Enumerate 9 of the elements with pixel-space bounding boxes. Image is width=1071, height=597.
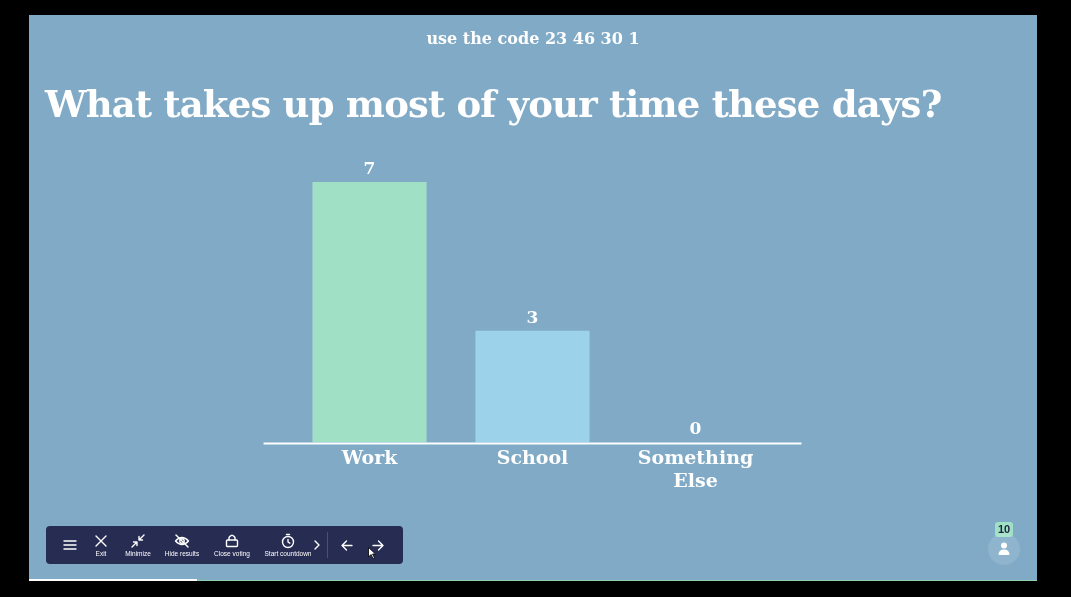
data-label: 7 (363, 157, 376, 178)
data-label: 0 (689, 418, 702, 439)
text: use the code 23 46 30 1 (426, 29, 640, 48)
data-label: 3 (526, 306, 539, 327)
chart-title: What takes up most of your time these days? (45, 82, 942, 126)
text: 10 (997, 523, 1011, 535)
x-tick-label: School (496, 445, 569, 468)
x-tick-label: Something Else (637, 445, 754, 491)
x-tick-label: Work (340, 445, 399, 468)
